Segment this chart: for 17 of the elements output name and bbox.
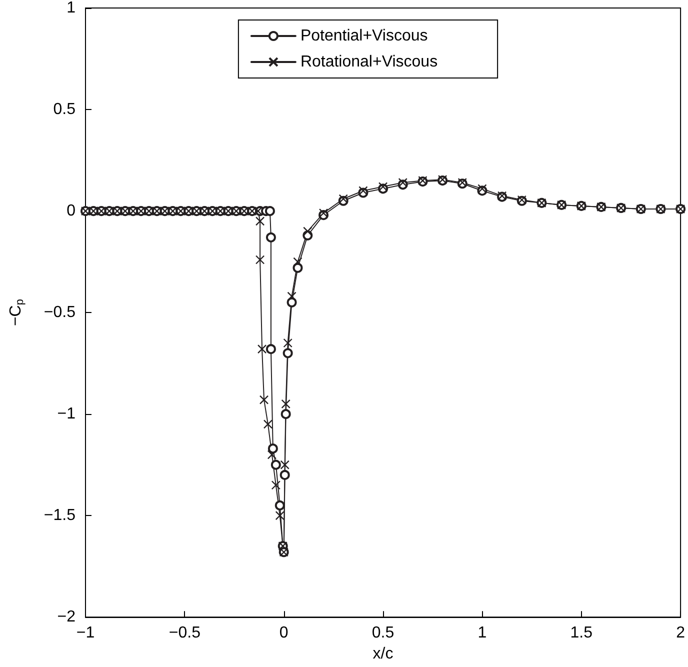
x-tick-label: −0.5 xyxy=(168,624,201,642)
x-tick-label: 1.5 xyxy=(570,624,593,642)
y-tick-label: −1.5 xyxy=(44,507,76,524)
x-axis-title: x/c xyxy=(372,646,394,662)
y-tick-label: 1 xyxy=(66,0,76,16)
legend-label: Rotational+Viscous xyxy=(300,54,438,70)
y-tick-label: −1 xyxy=(57,406,76,423)
x-tick-label: 2 xyxy=(676,624,686,642)
y-tick-label: −0.5 xyxy=(44,304,76,322)
x-tick-label: 0.5 xyxy=(372,624,394,642)
x-tick-label: 1 xyxy=(478,624,487,642)
y-tick-label: 0 xyxy=(66,202,76,220)
y-axis-title: −Cp xyxy=(8,299,26,326)
legend-label: Potential+Viscous xyxy=(300,28,428,44)
y-tick-label: 0.5 xyxy=(53,101,76,118)
x-tick-label: 0 xyxy=(279,624,288,642)
y-tick-label: −2 xyxy=(57,608,76,626)
